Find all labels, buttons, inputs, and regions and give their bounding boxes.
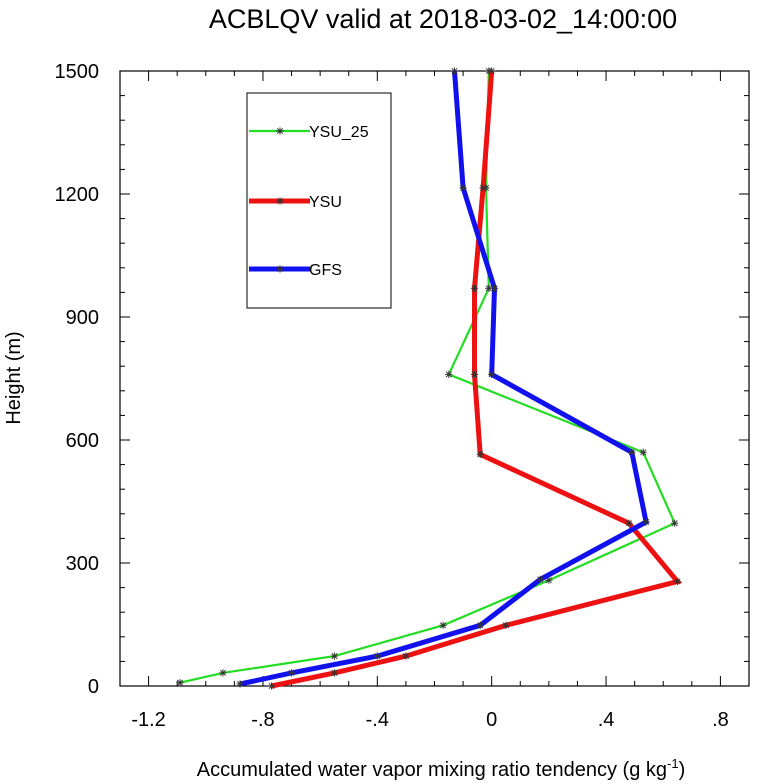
data-point-gfs — [476, 621, 484, 629]
legend-item-gfs: GFS — [249, 262, 342, 279]
data-point-ysu — [402, 652, 410, 660]
x-axis-label-close: ) — [679, 759, 686, 781]
legend-marker — [276, 265, 284, 273]
data-point-ysu — [267, 682, 276, 690]
x-axis-label: Accumulated water vapor mixing ratio ten… — [197, 756, 685, 781]
y-tick-label: 1500 — [55, 61, 100, 83]
legend: YSU_25 YSU GFS — [246, 92, 392, 309]
data-point-ysu — [470, 284, 479, 292]
data-point-gfs — [628, 448, 636, 456]
data-point-gfs — [373, 652, 381, 660]
x-tick-label: -.8 — [251, 709, 274, 731]
y-tick-label: 1200 — [55, 184, 100, 206]
y-axis-label: Height (m) — [3, 331, 25, 424]
data-point-ysu-25 — [639, 448, 647, 456]
data-point-gfs — [536, 575, 544, 583]
chart-title: ACBLQV valid at 2018-03-02_14:00:00 — [209, 4, 677, 34]
data-point-ysu — [488, 67, 496, 75]
data-point-gfs — [236, 680, 244, 688]
data-point-ysu-25 — [445, 370, 453, 378]
legend-label: YSU_25 — [309, 124, 369, 141]
legend-marker — [276, 127, 284, 135]
plot-frame — [119, 70, 750, 687]
series-gfs — [236, 67, 650, 688]
legend-label: YSU — [309, 194, 342, 211]
y-tick-label: 600 — [66, 430, 99, 452]
data-point-ysu — [476, 450, 484, 458]
x-tick-label: 0 — [486, 709, 497, 731]
x-tick-label: .4 — [598, 709, 615, 731]
data-point-ysu-25 — [176, 679, 184, 687]
data-point-ysu — [673, 577, 682, 586]
x-axis-label-main: Accumulated water vapor mixing ratio ten… — [197, 759, 667, 781]
data-point-ysu — [502, 621, 510, 629]
data-point-ysu — [625, 519, 633, 527]
data-point-gfs — [459, 184, 467, 192]
series-layer — [176, 67, 682, 690]
data-point-ysu-25 — [219, 669, 227, 677]
data-point-ysu-25 — [485, 284, 493, 292]
data-point-gfs — [450, 67, 459, 75]
data-point-ysu-25 — [671, 519, 679, 527]
data-point-ysu-25 — [330, 652, 339, 660]
legend-item-ysu: YSU — [249, 194, 342, 211]
x-tick-label: .8 — [712, 709, 729, 731]
data-point-gfs — [490, 284, 499, 292]
series-ysu — [267, 67, 682, 690]
data-point-ysu — [479, 184, 487, 192]
x-axis-ticks: -1.2 -.8 -.4 0 .4 .8 — [131, 71, 729, 731]
data-point-ysu-25 — [439, 621, 447, 629]
y-tick-label: 900 — [66, 307, 99, 329]
legend-item-ysu-25: YSU_25 — [249, 124, 369, 141]
data-point-gfs — [287, 669, 296, 677]
x-tick-label: -.4 — [366, 709, 389, 731]
data-point-ysu — [470, 370, 479, 378]
y-axis-ticks: 0 300 600 900 1200 1500 — [55, 61, 749, 698]
legend-label: GFS — [309, 262, 342, 279]
y-tick-label: 300 — [66, 553, 99, 575]
legend-marker — [276, 197, 284, 205]
data-point-gfs — [642, 518, 650, 526]
x-axis-label-exponent: -1 — [667, 756, 679, 771]
y-tick-label: 0 — [88, 676, 99, 698]
data-point-gfs — [488, 370, 496, 378]
x-tick-label: -1.2 — [131, 709, 165, 731]
data-point-ysu — [330, 669, 339, 677]
